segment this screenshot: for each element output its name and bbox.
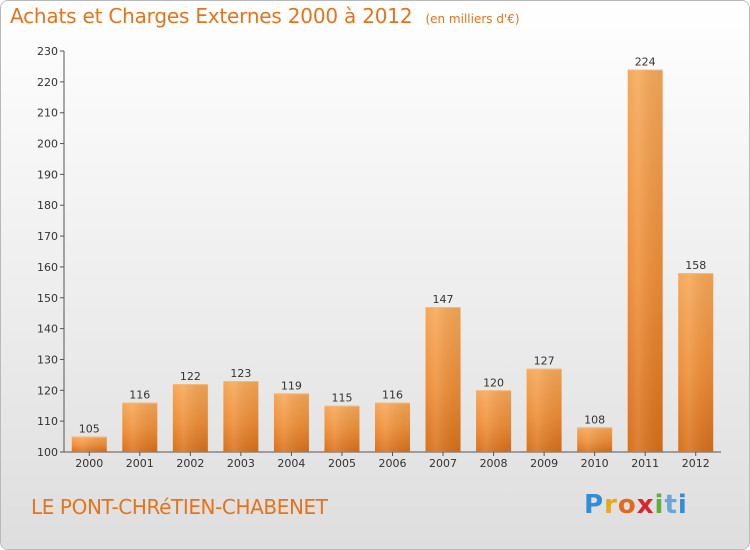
logo-letter: i — [654, 490, 665, 520]
bar-value-label: 224 — [635, 56, 656, 69]
bar-shine — [172, 384, 208, 452]
y-tick-label: 200 — [37, 138, 58, 151]
bar-value-label: 158 — [685, 259, 706, 272]
x-tick-label: 2007 — [429, 457, 457, 470]
logo-letter: P — [584, 490, 605, 520]
y-tick-label: 210 — [37, 107, 58, 120]
bar-value-label: 108 — [584, 413, 605, 426]
logo-letter: o — [617, 490, 637, 520]
y-tick-label: 110 — [37, 415, 58, 428]
y-tick-label: 130 — [37, 353, 58, 366]
bar-shine — [425, 307, 461, 452]
x-tick-label: 2012 — [682, 457, 710, 470]
bar-value-label: 122 — [180, 370, 201, 383]
y-tick-label: 180 — [37, 199, 58, 212]
bar-value-label: 105 — [79, 423, 100, 436]
bar-value-label: 147 — [433, 293, 454, 306]
y-tick-label: 140 — [37, 323, 58, 336]
bar-shine — [375, 402, 410, 452]
logo-letter: i — [677, 490, 688, 520]
bar-value-label: 127 — [534, 355, 555, 368]
x-tick-label: 2006 — [379, 457, 407, 470]
bar-shine — [122, 402, 158, 452]
logo-letter: x — [636, 490, 655, 520]
y-tick-label: 220 — [37, 76, 58, 89]
bar-value-label: 119 — [281, 379, 302, 392]
title-unit: (en milliers d'€) — [425, 12, 520, 26]
commune-name: LE PONT-CHRéTIEN-CHABENET — [31, 495, 328, 519]
x-tick-label: 2000 — [75, 457, 103, 470]
bar-shine — [526, 368, 562, 452]
bar-shine — [577, 427, 613, 452]
y-tick-label: 100 — [37, 446, 58, 459]
title-main: Achats et Charges Externes 2000 à 2012 — [10, 4, 413, 28]
x-tick-label: 2005 — [328, 457, 356, 470]
bar-shine — [273, 393, 309, 452]
x-tick-label: 2011 — [631, 457, 659, 470]
bar-shine — [476, 390, 512, 452]
y-tick-label: 150 — [37, 292, 58, 305]
x-tick-label: 2001 — [126, 457, 154, 470]
y-tick-label: 120 — [37, 384, 58, 397]
y-tick-label: 170 — [37, 230, 58, 243]
x-tick-label: 2010 — [581, 457, 609, 470]
axes: 100 110 120 130 140 150 160 170 180 190 200 210 220 2… — [37, 45, 721, 470]
y-tick-label: 230 — [37, 45, 58, 58]
bar-shine — [324, 405, 360, 452]
proxiti-logo: Proxiti — [584, 490, 688, 520]
bar-value-label: 120 — [483, 376, 504, 389]
bar-value-label: 115 — [331, 392, 352, 405]
chart-title: Achats et Charges Externes 2000 à 2012 (… — [10, 4, 520, 28]
bar-value-label: 116 — [382, 389, 403, 402]
x-tick-label: 2009 — [530, 457, 558, 470]
x-tick-label: 2004 — [277, 457, 305, 470]
bar-shine — [627, 69, 663, 452]
x-tick-label: 2003 — [227, 457, 255, 470]
logo-letter: r — [604, 490, 618, 520]
bar-value-label: 116 — [129, 389, 150, 402]
x-tick-label: 2008 — [480, 457, 508, 470]
value-labels: 105 116 122 123 119 115 116 147 120 127 108 224 158 — [79, 56, 706, 436]
y-tick-label: 190 — [37, 168, 58, 181]
bar-shine — [678, 273, 714, 452]
bar-value-label: 123 — [230, 367, 251, 380]
bar-shine — [223, 381, 259, 452]
x-tick-label: 2002 — [176, 457, 204, 470]
bars — [71, 69, 714, 452]
logo-letter: t — [664, 490, 678, 520]
y-tick-label: 160 — [37, 261, 58, 274]
bar-shine — [71, 436, 107, 452]
